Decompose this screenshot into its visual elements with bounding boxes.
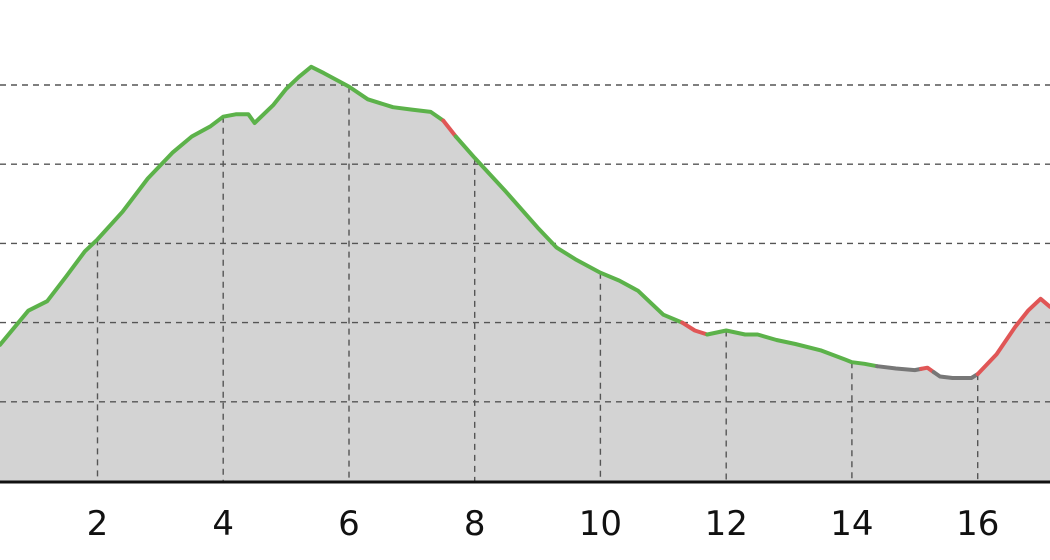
x-tick-label: 8 [464,504,486,544]
profile-segment-green [453,134,685,325]
profile-segment-green [0,64,446,347]
x-tick-label: 16 [956,504,999,544]
area-layer [0,66,1050,482]
profile-segment-red [975,296,1050,377]
x-tick-label: 4 [212,504,234,544]
line-layer [0,64,1050,380]
tick-label-layer: 2 4 6 8 10 12 14 16 [87,504,1000,544]
profile-segment-gray [875,364,924,373]
profile-segment-green [705,328,880,369]
x-tick-label: 14 [830,504,873,544]
x-tick-label: 10 [579,504,622,544]
elevation-area [0,66,1050,482]
profile-segment-red [441,118,458,139]
x-tick-label: 12 [705,504,748,544]
grid-layer [0,84,1050,481]
x-tick-label: 2 [87,504,109,544]
profile-segment-gray [931,370,980,380]
x-tick-label: 6 [338,504,360,544]
profile-segment-red [919,365,936,375]
profile-segment-red [680,320,710,337]
